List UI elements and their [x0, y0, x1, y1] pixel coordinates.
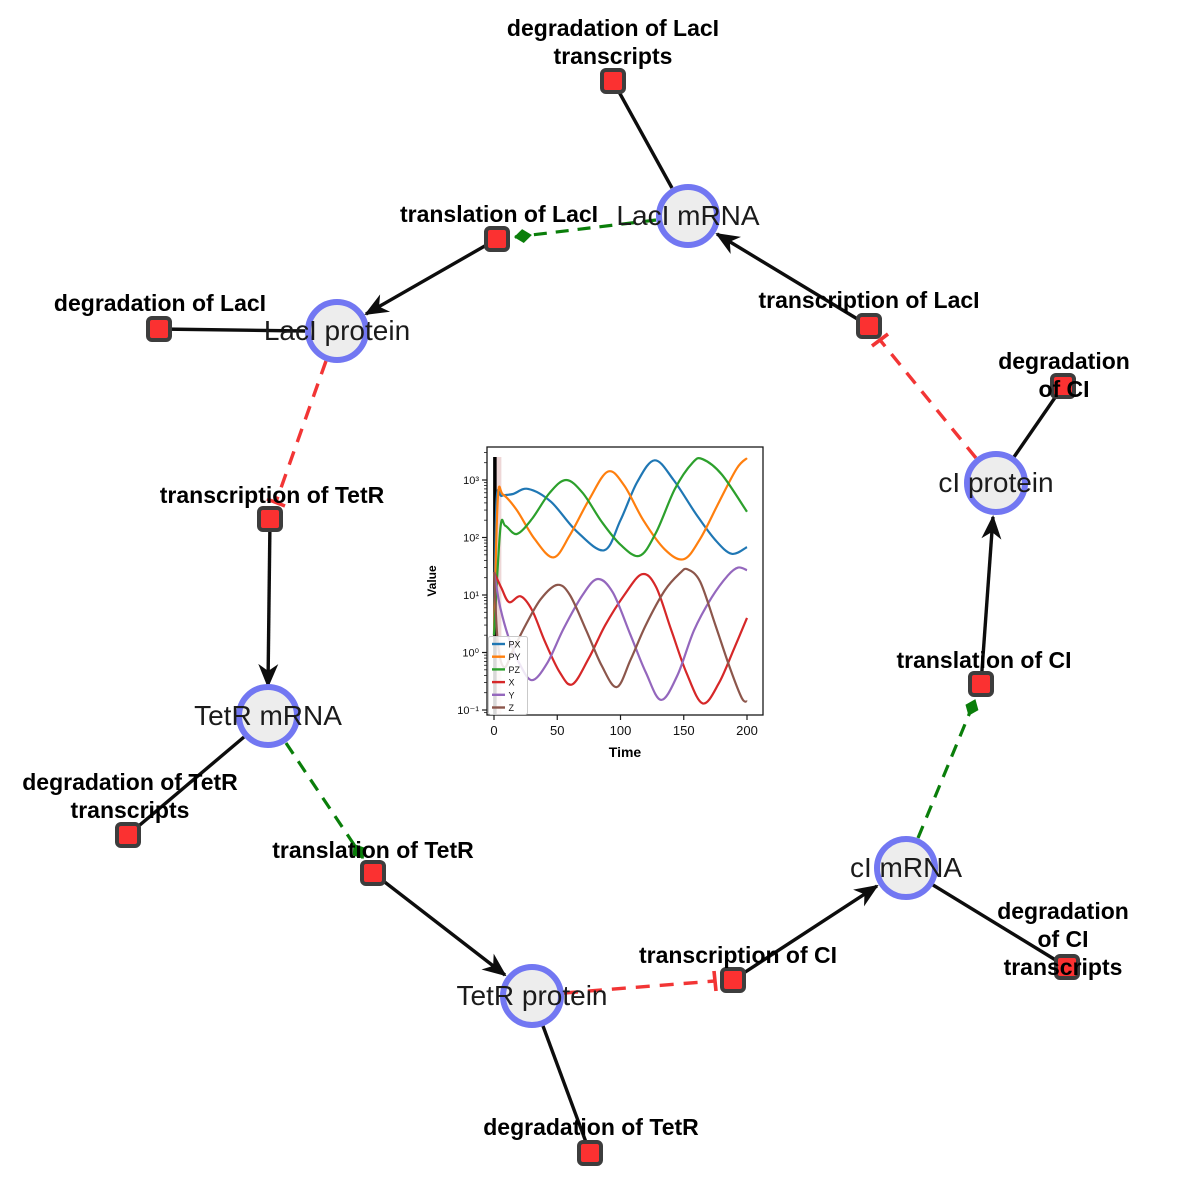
node-degradation-laci[interactable] [146, 316, 172, 342]
edge-laciprotein-inhibits-transcription-tetr [274, 360, 328, 503]
node-transcription-tetr[interactable] [257, 506, 283, 532]
node-degradation-tetr[interactable] [577, 1140, 603, 1166]
label-degradation-tetr: degradation of TetR [483, 1114, 699, 1140]
label-ci-protein: cI protein [938, 467, 1054, 498]
y-tick-label: 10³ [463, 475, 479, 487]
legend-label-pz: PZ [509, 665, 521, 675]
edge-transcription-laci-to-mrna [715, 232, 870, 328]
label-transcription-ci: transcription of CI [638, 942, 838, 968]
x-tick-label: 150 [673, 723, 695, 738]
edge-tetrmrna-activates-translation [284, 742, 365, 859]
series-py [492, 457, 748, 636]
edge-translation-laci-to-protein [364, 237, 498, 316]
edge-laciprotein-degradation [158, 327, 306, 333]
edge-lacimrna-activates-translation [514, 218, 657, 243]
y-tick-label: 10⁻¹ [457, 705, 479, 717]
inhibition-bar-transcription-laci [870, 332, 890, 348]
legend-label-px: PX [509, 640, 521, 650]
node-degradation-ci[interactable] [1050, 373, 1076, 399]
label-translation-laci: translation of LacI [399, 201, 599, 227]
node-ci-mrna[interactable] [874, 836, 938, 900]
node-degradation-tetr-transcripts[interactable] [115, 822, 141, 848]
edge-tetrmrna-degradation-transcripts [126, 735, 246, 837]
node-tetr-mrna[interactable] [236, 684, 300, 748]
legend-label-y: Y [509, 690, 515, 700]
edge-cimrna-degradation-transcripts [932, 883, 1068, 969]
label-degradation-ci: degradation of CI [998, 348, 1130, 402]
series-pz [492, 457, 748, 636]
inset-simulation-chart: 0 50 100 150 200 10⁻¹ 10⁰ 10¹ 10² 10³ Time Value PX P… [425, 446, 764, 760]
label-degradation-laci: degradation of LacI [53, 290, 267, 316]
series-px [492, 459, 748, 636]
label-transcription-laci: transcription of LacI [758, 287, 980, 313]
label-laci-mrna: LacI mRNA [616, 200, 760, 231]
x-tick-label: 50 [550, 723, 564, 738]
node-tetr-protein[interactable] [500, 964, 564, 1028]
edge-translation-tetr-to-protein [371, 871, 507, 977]
node-degradation-ci-transcripts[interactable] [1054, 954, 1080, 980]
label-laci-protein: LacI protein [263, 315, 411, 346]
label-degradation-ci-transcripts: degradation of CI transcripts [997, 898, 1129, 980]
label-tetr-mrna: TetR mRNA [194, 700, 342, 731]
x-axis-label: Time [609, 744, 642, 760]
legend-label-x: X [509, 678, 515, 688]
edge-translation-ci-to-protein [979, 515, 1002, 685]
label-tetr-protein: TetR protein [456, 980, 608, 1011]
y-tick-label: 10¹ [463, 590, 479, 602]
inhibition-bar-transcription-tetr [266, 497, 286, 508]
node-translation-tetr[interactable] [360, 860, 386, 886]
series-x [493, 571, 749, 705]
label-degradation-laci-transcripts: degradation of LacI transcripts [506, 15, 720, 69]
node-transcription-laci[interactable] [856, 313, 882, 339]
node-translation-ci[interactable] [968, 671, 994, 697]
edge-cimrna-activates-translation [916, 699, 979, 839]
label-ci-mrna: cI mRNA [850, 852, 962, 883]
node-laci-mrna[interactable] [656, 184, 720, 248]
edge-ciprotein-inhibits-transcription-laci [878, 338, 978, 460]
edge-lacimrna-degradation-transcripts [611, 80, 674, 189]
chart-legend [488, 636, 528, 715]
node-transcription-ci[interactable] [720, 967, 746, 993]
edge-transcription-tetr-to-mrna [258, 518, 279, 688]
edge-tetrprotein-degradation [541, 1025, 592, 1154]
x-tick-label: 0 [490, 723, 497, 738]
x-tick-label: 200 [736, 723, 758, 738]
label-translation-tetr: translation of TetR [272, 837, 474, 863]
node-laci-protein[interactable] [305, 299, 369, 363]
y-tick-label: 10² [463, 533, 479, 545]
node-translation-laci[interactable] [484, 226, 510, 252]
edge-transcription-ci-to-mrna [732, 884, 879, 982]
legend-label-py: PY [509, 652, 521, 662]
y-tick-label: 10⁰ [462, 648, 479, 660]
edge-tetrprotein-inhibits-transcription-ci [563, 979, 716, 995]
label-degradation-tetr-transcripts: degradation of TetR transcripts [22, 769, 238, 823]
node-degradation-laci-transcripts[interactable] [600, 68, 626, 94]
label-transcription-tetr: transcription of TetR [159, 482, 385, 508]
node-ci-protein[interactable] [964, 451, 1028, 515]
y-axis-label: Value [425, 565, 439, 597]
label-translation-ci: translation of CI [896, 647, 1072, 673]
legend-label-z: Z [509, 703, 515, 713]
inhibition-bar-transcription-ci [712, 970, 718, 992]
x-tick-label: 100 [610, 723, 632, 738]
